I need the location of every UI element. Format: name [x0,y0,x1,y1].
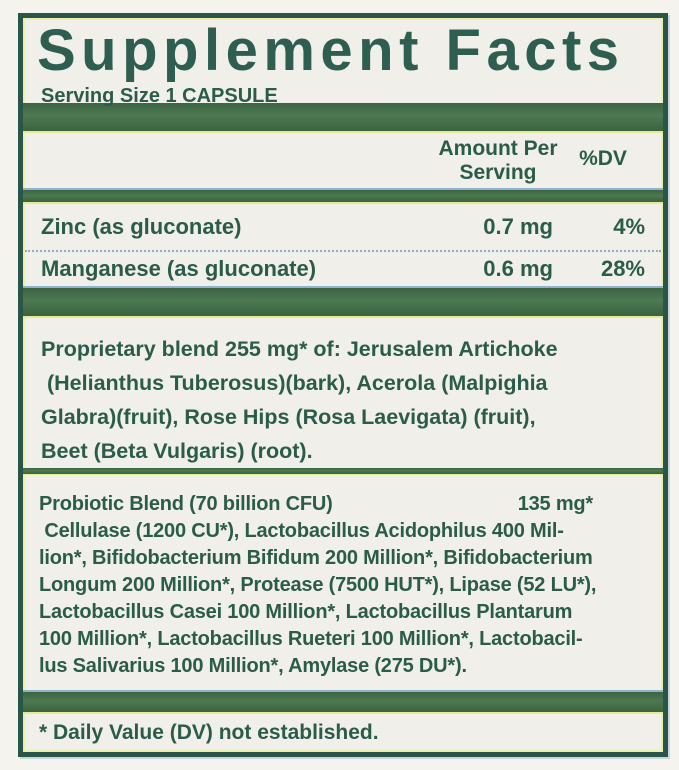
divider-bar [23,286,663,318]
nutrient-row-zinc: Zinc (as gluconate) 0.7 mg 4% [23,204,663,250]
dotted-row-divider [25,250,661,252]
divider-bar [23,468,663,475]
probiotic-header-spacer [333,491,518,518]
footnote-row: * Daily Value (DV) not established. [23,714,663,752]
divider-bar [23,103,663,133]
blend-text-line: Longum 200 Million*, Protease (7500 HUT*… [39,574,597,596]
nutrient-name: Manganese (as gluconate) [41,256,317,281]
blend-text-line: 100 Million*, Lactobacillus Rueteri 100 … [39,628,583,650]
nutrient-rows: Zinc (as gluconate) 0.7 mg 4% Manganese … [23,204,663,286]
proprietary-blend-section: Proprietary blend 255 mg* of: Jerusalem … [23,318,663,468]
supplement-facts-panel: Supplement Facts Serving Size 1 CAPSULE … [18,13,668,757]
blend-text-line: Beet (Beta Vulgaris) (root). [41,439,313,463]
blend-text-line: (Helianthus Tuberosus)(bark), Acerola (M… [41,371,548,395]
nutrient-row-manganese: Manganese (as gluconate) 0.6 mg 28% [23,252,663,286]
nutrient-amount: 0.6 mg [483,256,553,281]
blend-text-line: lion*, Bifidobacterium Bifidum 200 Milli… [39,547,593,569]
nutrient-amount: 0.7 mg [483,214,553,239]
amount-per-serving-header: Amount Per Serving [438,136,558,184]
blend-text-line: Cellulase (1200 CU*), Lactobacillus Acid… [39,520,564,542]
blend-text-line: Lactobacillus Casei 100 Million*, Lactob… [39,601,573,623]
panel-header: Supplement Facts Serving Size 1 CAPSULE [23,18,663,108]
daily-value-footnote: * Daily Value (DV) not established. [39,721,379,744]
nutrient-dv: 28% [600,256,645,281]
probiotic-blend-amount: 135 mg* [517,493,594,515]
serving-size: Serving Size 1 CAPSULE [41,85,278,107]
probiotic-blend-name: Probiotic Blend (70 billion CFU) [39,493,333,515]
probiotic-header-row: Probiotic Blend (70 billion CFU) 135 mg* [39,491,663,518]
nutrient-dv: 4% [613,214,645,239]
nutrient-name: Zinc (as gluconate) [41,214,242,239]
divider-bar [23,690,663,714]
blend-text-line: Glabra)(fruit), Rose Hips (Rosa Laevigat… [41,405,536,429]
blend-text-line: Proprietary blend 255 mg* of: Jerusalem … [41,337,558,361]
column-header-row: Amount Per Serving %DV [23,133,663,188]
percent-dv-header: %DV [579,146,627,170]
divider-bar [23,188,663,204]
blend-text-line: lus Salivarius 100 Million*, Amylase (27… [39,655,467,677]
probiotic-blend-lines: Cellulase (1200 CU*), Lactobacillus Acid… [39,518,663,680]
panel-title: Supplement Facts [37,18,625,83]
probiotic-blend-section: Probiotic Blend (70 billion CFU) 135 mg*… [23,475,663,690]
